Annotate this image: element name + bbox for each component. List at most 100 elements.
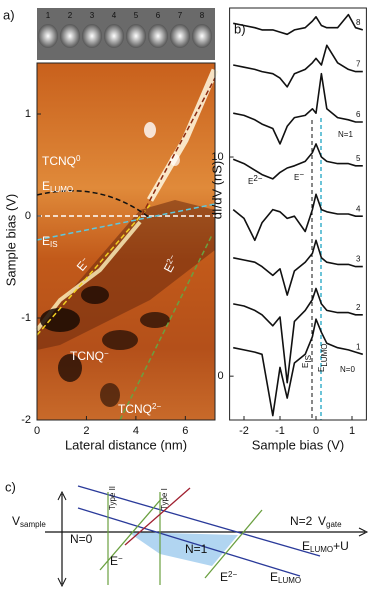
- spectrum: [232, 193, 363, 242]
- diagram-label: N=2: [290, 514, 313, 528]
- x-tick-label: 1: [349, 425, 355, 437]
- heatmap-features: [35, 68, 219, 407]
- spectrum: [233, 318, 364, 417]
- curve-label: 6: [356, 110, 361, 119]
- annotation-sub: LUMO: [320, 344, 329, 367]
- x-tick-label: -1: [275, 425, 285, 437]
- diagram-label: N=0: [70, 532, 93, 546]
- diagram-label-text: N=1: [185, 542, 208, 556]
- spectrum: [233, 13, 364, 36]
- annotation: ELUMO: [42, 179, 73, 193]
- panel-label: c): [5, 479, 16, 494]
- diagram-label: Vgate: [318, 514, 342, 528]
- molecule-label: 8: [200, 11, 205, 20]
- panel-label: b): [234, 21, 246, 36]
- annotation: TCNQ−: [70, 349, 109, 363]
- molecule-label: 7: [178, 11, 183, 20]
- annotation-sup: 0: [76, 154, 81, 163]
- annotation: TCNQ2−: [118, 402, 161, 416]
- annotation: E−: [294, 170, 304, 182]
- curve-label: 3: [356, 255, 361, 264]
- diagram-label-sub: gate: [326, 520, 342, 529]
- curve-label: 1: [356, 342, 361, 351]
- diagram-c: [45, 485, 369, 588]
- diagram-label: Type II: [108, 486, 117, 510]
- annotation: EIS: [301, 355, 312, 368]
- curve-label: 7: [356, 60, 361, 69]
- molecule-label: 1: [46, 11, 51, 20]
- molecule-label: 4: [112, 11, 117, 20]
- spectrum: [233, 44, 363, 88]
- x-tick-label: 0: [34, 425, 40, 437]
- annotation-sup: −: [299, 170, 304, 179]
- annotation-sub: LUMO: [50, 185, 73, 194]
- diagram-label: N=1: [185, 542, 208, 556]
- annotation-text: TCNQ: [118, 402, 152, 416]
- y-tick-label: 10: [211, 151, 223, 163]
- annotation-text: N=0: [340, 365, 355, 374]
- diagram-label-sub: sample: [20, 520, 46, 529]
- y-tick-label: 0: [25, 210, 31, 222]
- x-tick-label: 0: [313, 425, 319, 437]
- x-axis-label: Lateral distance (nm): [65, 437, 187, 452]
- diagram-label-sup: −: [118, 554, 123, 563]
- diagram-label-text: E: [302, 539, 310, 553]
- annotation-sup: −: [104, 349, 109, 358]
- annotation: N=1: [338, 130, 353, 139]
- annotation-sub: IS: [50, 240, 58, 249]
- y-axis-label: dI/dV (nS): [209, 161, 224, 220]
- x-tick-label: -2: [239, 425, 249, 437]
- spectrum: [233, 287, 363, 384]
- x-axis-label: Sample bias (V): [252, 437, 344, 452]
- annotation: ELUMO: [317, 344, 328, 372]
- x-tick-label: 6: [182, 425, 188, 437]
- x-tick-label: 2: [83, 425, 89, 437]
- diagram-label-sup: 2−: [228, 570, 237, 579]
- annotation-text: E: [248, 177, 253, 186]
- plot-frame: [229, 7, 367, 421]
- diagram-label-text: N=0: [70, 532, 93, 546]
- annotation-text: E: [317, 367, 326, 372]
- annotation: EIS: [42, 234, 58, 248]
- curve-label: 5: [356, 154, 361, 163]
- y-tick-label: 0: [217, 370, 223, 382]
- panel-label: a): [3, 7, 15, 22]
- diagram-label-text: N=2: [290, 514, 313, 528]
- plot-frame: [36, 62, 216, 421]
- diagram-label-text: E: [220, 570, 228, 584]
- spectrum: [232, 143, 363, 180]
- annotation: E2−: [248, 174, 263, 186]
- annotation-text: E: [294, 173, 299, 182]
- annotation-text: TCNQ: [70, 349, 104, 363]
- y-axis-label: Sample bias (V): [3, 194, 18, 286]
- annotation-text: TCNQ: [42, 154, 76, 168]
- y-tick-label: 1: [25, 108, 31, 120]
- diagram-label-text: E: [270, 570, 278, 584]
- diagram-label-text: Type II: [108, 486, 117, 510]
- curve-label: 4: [356, 204, 361, 213]
- curve-label: 8: [356, 18, 361, 27]
- molecule-label: 6: [156, 11, 161, 20]
- diagram-label-after: +U: [333, 539, 349, 553]
- molecule-label: 5: [134, 11, 139, 20]
- spectrum: [233, 72, 363, 145]
- diagram-label: Vsample: [12, 514, 46, 528]
- diagram-label-sub: LUMO: [310, 545, 333, 554]
- annotation-text: E: [42, 234, 50, 248]
- annotation-text: N=1: [338, 130, 353, 139]
- y-tick-label: -2: [21, 414, 31, 426]
- diagram-label: E−: [110, 554, 123, 568]
- molecule-label: 2: [68, 11, 73, 20]
- annotation-text: E: [42, 179, 50, 193]
- diagram-label: Type I: [160, 488, 169, 510]
- molecule-label: 3: [90, 11, 95, 20]
- curve-label: 2: [356, 303, 361, 312]
- annotation-sup: 2−: [152, 402, 161, 411]
- diagram-label: ELUMO+U: [302, 539, 349, 553]
- diagram-label: E2−: [220, 570, 237, 584]
- y-tick-label: -1: [21, 312, 31, 324]
- x-tick-label: 4: [133, 425, 139, 437]
- annotation-sup: 2−: [253, 174, 262, 183]
- guide-lines: [36, 77, 216, 421]
